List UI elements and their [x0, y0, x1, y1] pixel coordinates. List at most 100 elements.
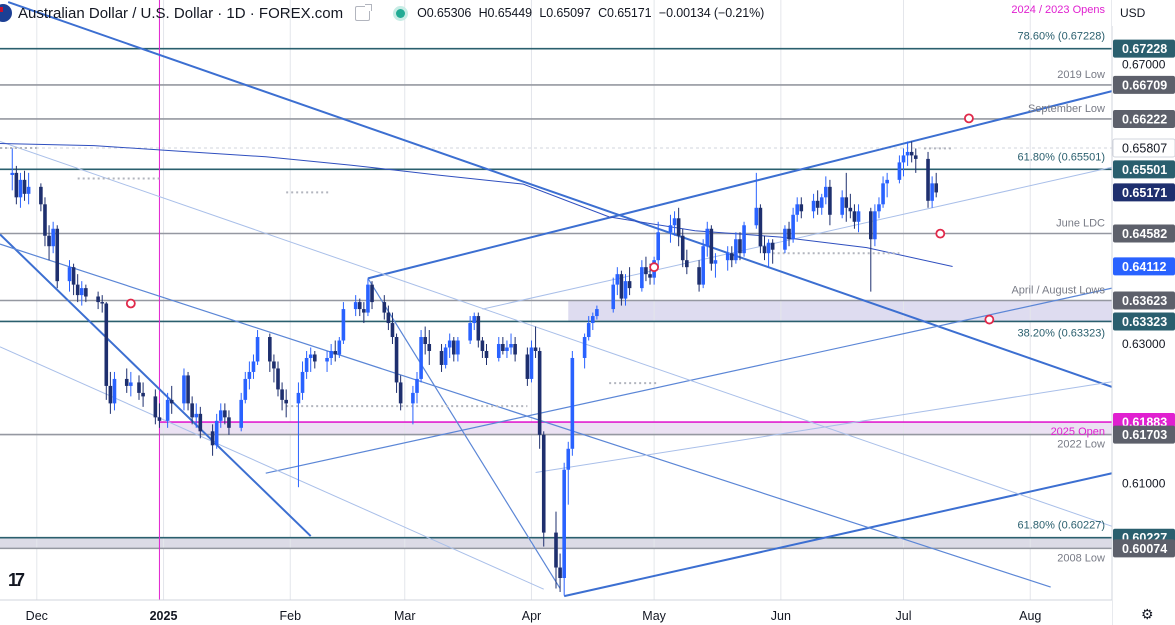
candle-148 — [873, 204, 877, 247]
candle-body — [905, 151, 910, 156]
candle-57 — [341, 302, 346, 345]
candle-101 — [595, 305, 599, 320]
candle-body — [811, 200, 816, 212]
candles — [10, 141, 939, 596]
price-badge-bg — [1113, 312, 1175, 331]
candle-body — [84, 288, 88, 297]
candle-158 — [930, 176, 934, 208]
candle-body — [300, 371, 305, 393]
settings-gear-icon[interactable]: ⚙ — [1141, 606, 1154, 622]
trendline-0 — [7, 1, 1113, 388]
candle-29 — [186, 371, 190, 411]
candle-122 — [725, 246, 730, 271]
candle-body — [930, 183, 934, 201]
candle-2 — [18, 172, 23, 208]
candle-body — [186, 375, 190, 404]
candle-82 — [484, 344, 489, 365]
candle-1 — [14, 165, 19, 205]
price-badge-4: 0.65501 — [1113, 160, 1175, 179]
candle-body — [55, 228, 60, 282]
candle-88 — [525, 347, 530, 386]
trendline-3 — [0, 233, 312, 537]
candle-body — [366, 284, 370, 313]
candle-body — [742, 225, 746, 254]
candle-64 — [386, 305, 391, 331]
candle-body — [18, 179, 23, 198]
candle-body — [783, 228, 787, 250]
candle-body — [198, 413, 203, 432]
candle-36 — [223, 403, 227, 425]
candle-77 — [456, 337, 460, 362]
candle-78 — [468, 316, 472, 345]
candle-44 — [272, 354, 276, 383]
time-axis[interactable]: Dec 2025 Feb Mar Apr May Jun Jul Aug — [0, 599, 1112, 625]
candle-body — [71, 267, 76, 285]
price-badge-0: 0.67228 — [1113, 39, 1175, 58]
candle-41 — [251, 354, 256, 379]
candle-142 — [840, 190, 844, 219]
symbol-title[interactable]: Australian Dollar / U.S. Dollar · 1D · F… — [18, 4, 344, 22]
candle-18 — [108, 371, 113, 414]
candle-body — [386, 312, 391, 324]
candle-146 — [856, 204, 861, 233]
candle-124 — [734, 232, 738, 264]
candle-25 — [157, 403, 162, 428]
dotted-levels — [0, 146, 953, 408]
candle-body — [43, 204, 47, 236]
price-badge-text: 0.61703 — [1122, 428, 1167, 442]
candle-body — [856, 211, 861, 222]
candle-body — [476, 316, 481, 341]
candle-body — [590, 316, 595, 324]
x-tick-8: Aug — [1019, 609, 1041, 623]
candle-body — [705, 228, 710, 247]
candle-133 — [787, 221, 791, 247]
candle-body — [656, 232, 661, 261]
level-label-0: 78.60% (0.67228) — [1018, 31, 1105, 43]
candle-body — [96, 296, 100, 303]
candle-body — [529, 347, 534, 379]
level-label-10: 2025 Open — [1051, 426, 1105, 438]
candle-body — [685, 260, 689, 268]
candle-body — [472, 316, 477, 324]
currency-selector[interactable]: USD — [1112, 0, 1175, 26]
candle-body — [533, 347, 538, 351]
level-label-2: September Low — [1028, 103, 1105, 115]
price-badge-bg — [1113, 425, 1175, 444]
candle-body — [79, 288, 84, 296]
candle-body — [881, 183, 885, 205]
candle-145 — [852, 204, 857, 229]
candle-body — [182, 375, 186, 404]
candle-46 — [280, 382, 284, 411]
candle-body — [824, 186, 828, 198]
trendline-6 — [367, 278, 561, 589]
candle-body — [456, 340, 460, 355]
candle-body — [337, 340, 342, 355]
candle-body — [562, 469, 566, 578]
candle-155 — [909, 141, 914, 163]
open-in-new-icon[interactable] — [355, 3, 373, 21]
price-axis[interactable]: 0.67000 0.63000 0.61000 0.67228 0.66709 0.662… — [1111, 0, 1175, 625]
market-status-icon[interactable] — [396, 8, 406, 18]
circle-marker-3 — [964, 113, 974, 124]
candle-34 — [214, 413, 219, 449]
candle-19 — [112, 371, 117, 411]
candle-body — [648, 274, 652, 278]
price-badge-3: 0.65807 — [1112, 138, 1175, 158]
candle-body — [913, 155, 918, 159]
candle-body — [697, 267, 701, 285]
level-label-13: 2008 Low — [1057, 552, 1105, 564]
price-badge-bg — [1113, 75, 1175, 94]
tradingview-logo-icon[interactable]: 17 — [8, 570, 25, 590]
candle-50 — [304, 350, 309, 379]
open-value: O0.65306 — [417, 6, 472, 20]
candle-47 — [284, 389, 288, 418]
candle-body — [844, 197, 849, 208]
candle-141 — [828, 179, 832, 226]
candle-body — [284, 399, 288, 404]
price-badge-bg — [1113, 224, 1175, 243]
candle-body — [47, 235, 51, 247]
price-badge-text: 0.60074 — [1122, 542, 1167, 556]
candle-127 — [754, 172, 759, 229]
candle-40 — [247, 361, 252, 390]
